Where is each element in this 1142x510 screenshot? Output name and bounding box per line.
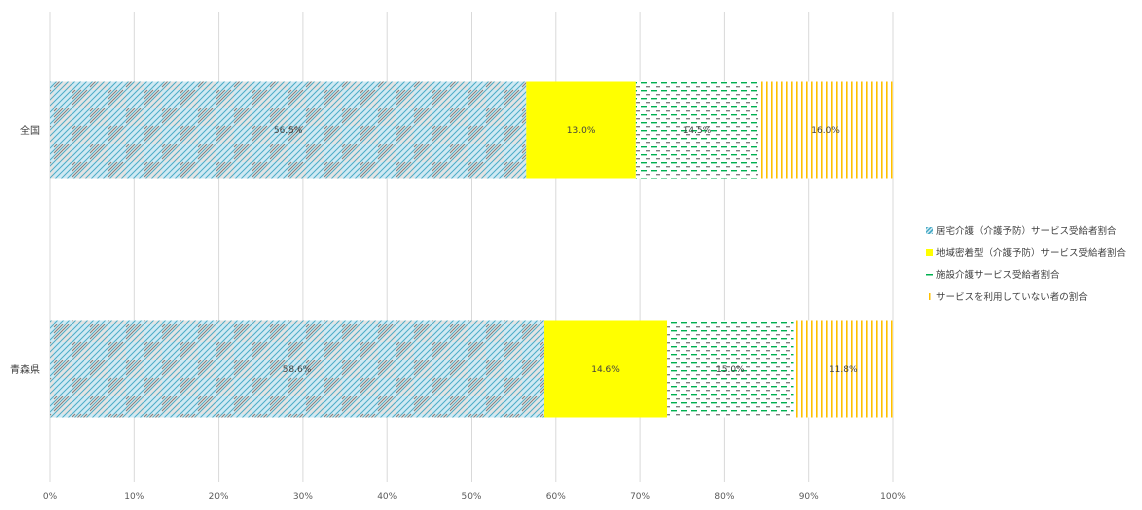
x-tick-label: 100% [880,492,906,502]
x-tick-label: 10% [124,492,144,502]
legend-label: 居宅介護（介護予防）サービス受給者割合 [936,226,1117,237]
x-tick-label: 80% [714,492,734,502]
bar-segment [667,320,794,418]
x-tick-label: 50% [461,492,481,502]
category-label: 全国 [20,124,40,137]
legend-swatch-icon [926,292,933,300]
data-label: 56.5% [274,126,303,136]
x-tick-label: 70% [630,492,650,502]
legend-item: 地域密着型（介護予防）サービス受給者割合 [926,241,1136,263]
x-tick-label: 40% [377,492,397,502]
x-tick-label: 90% [799,492,819,502]
x-tick-label: 0% [43,492,58,502]
bar-segment [793,320,893,418]
data-label: 11.8% [829,365,858,375]
legend-label: 施設介護サービス受給者割合 [936,270,1060,281]
bar-segment [50,320,544,418]
data-label: 14.6% [591,365,620,375]
legend-item: サービスを利用していない者の割合 [926,285,1136,307]
x-tick-label: 30% [293,492,313,502]
x-tick-label: 60% [546,492,566,502]
bar-segment [543,320,668,418]
x-tick-label: 20% [209,492,229,502]
bar-segment [635,81,759,179]
bar-segment [50,81,527,179]
data-label: 13.0% [567,126,596,136]
category-label: 青森県 [10,363,40,376]
legend-swatch-icon [926,248,933,256]
data-label: 14.5% [683,126,712,136]
legend-label: サービスを利用していない者の割合 [936,292,1088,303]
bar-segment [526,81,636,179]
data-label: 16.0% [811,126,840,136]
label-layer: 56.5% 13.0% 14.5% 16.0% 58.6% 14.6% 15.0% 11.8% [274,126,858,375]
legend: 居宅介護（介護予防）サービス受給者割合 地域密着型（介護予防）サービス受給者割合… [926,219,1136,307]
legend-label: 地域密着型（介護予防）サービス受給者割合 [936,248,1127,259]
legend-swatch-icon [926,270,933,278]
data-label: 58.6% [283,365,312,375]
legend-swatch-icon [926,226,933,234]
legend-item: 施設介護サービス受給者割合 [926,263,1136,285]
legend-item: 居宅介護（介護予防）サービス受給者割合 [926,219,1136,241]
bar-segment [758,81,893,179]
bar-layer [50,81,893,418]
data-label: 15.0% [716,365,745,375]
